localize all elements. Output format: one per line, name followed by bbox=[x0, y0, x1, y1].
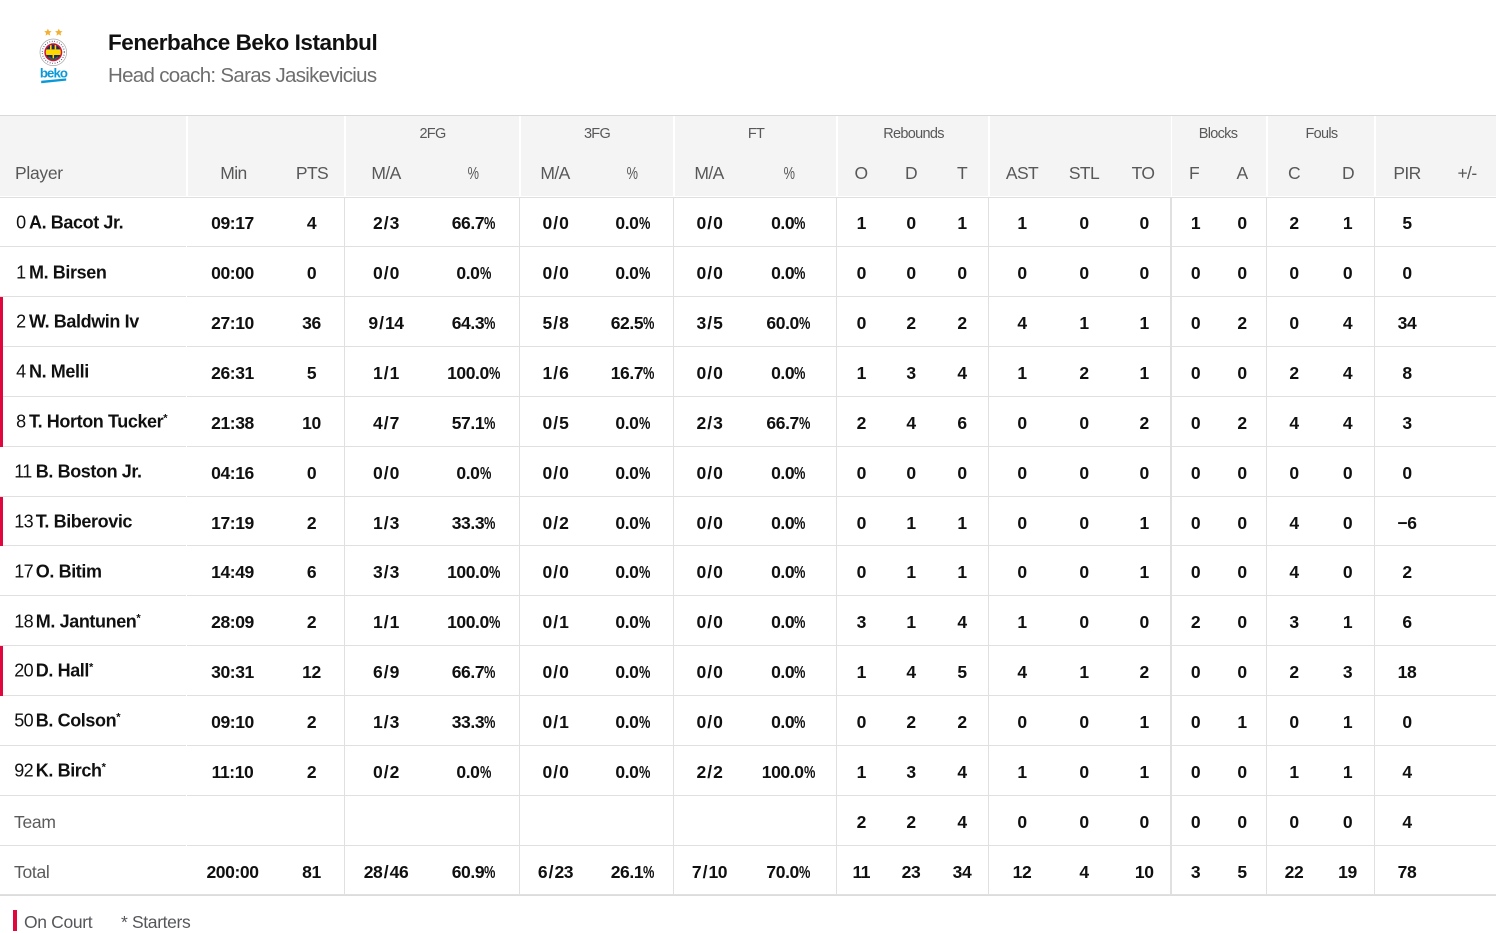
svg-text:beko: beko bbox=[40, 66, 68, 81]
